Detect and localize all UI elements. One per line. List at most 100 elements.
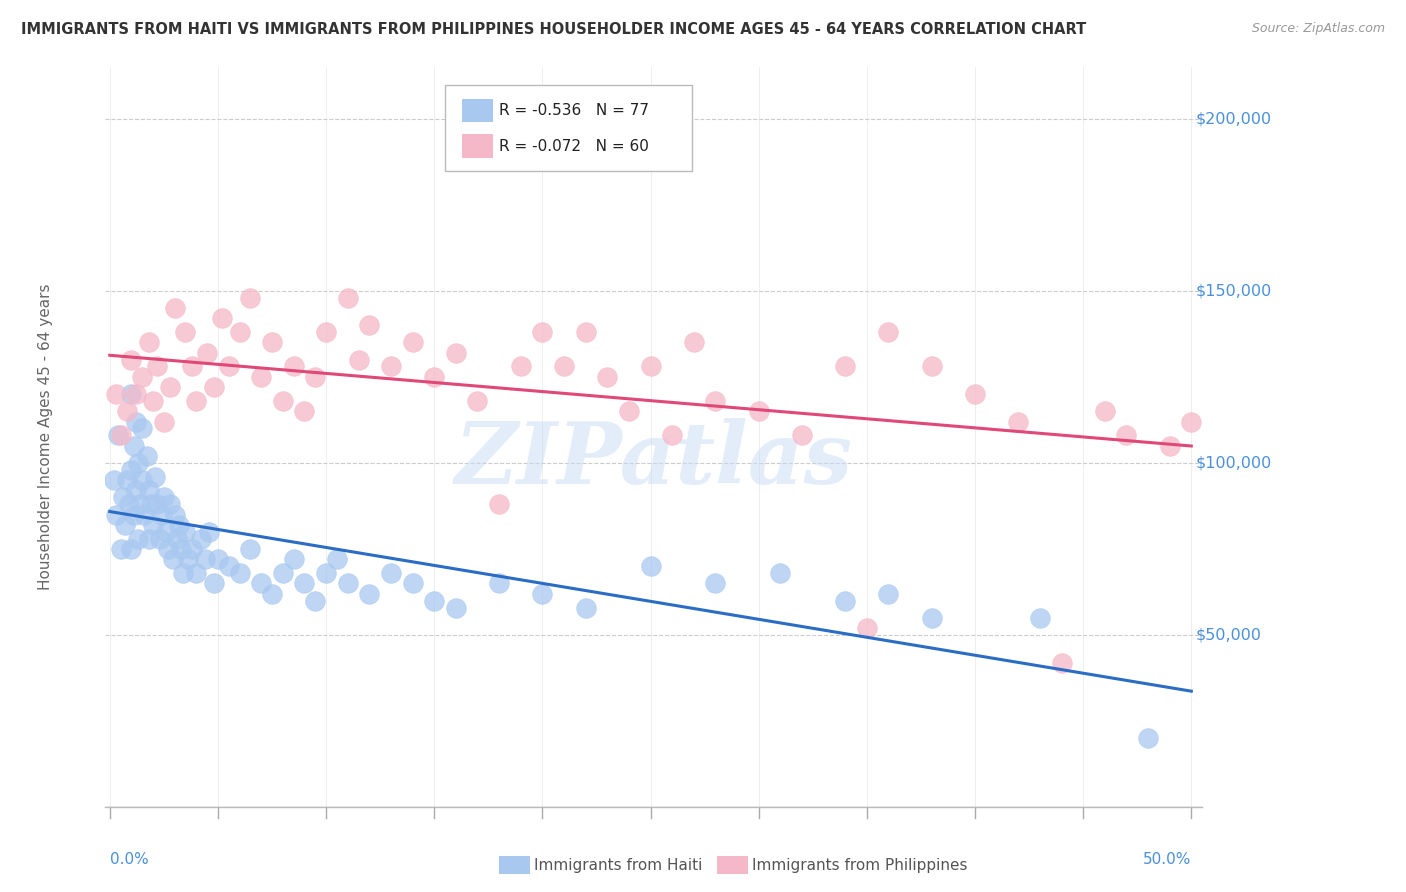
- Point: [283, 359, 305, 374]
- Point: [162, 552, 184, 566]
- Point: [250, 576, 273, 591]
- Point: [444, 345, 467, 359]
- Point: [640, 359, 662, 374]
- Point: [131, 473, 153, 487]
- Point: [294, 576, 316, 591]
- Point: [138, 532, 160, 546]
- Text: R = -0.072   N = 60: R = -0.072 N = 60: [499, 138, 650, 153]
- Point: [148, 532, 170, 546]
- Point: [167, 517, 190, 532]
- Point: [146, 497, 169, 511]
- Point: [118, 497, 141, 511]
- Point: [336, 291, 359, 305]
- Point: [271, 566, 294, 580]
- Point: [146, 359, 169, 374]
- Text: R = -0.536   N = 77: R = -0.536 N = 77: [499, 103, 650, 118]
- Point: [877, 325, 900, 339]
- Point: [359, 318, 381, 333]
- Text: $200,000: $200,000: [1195, 111, 1272, 126]
- Point: [138, 335, 160, 350]
- Point: [174, 325, 197, 339]
- Point: [748, 404, 770, 418]
- Point: [114, 517, 136, 532]
- Point: [127, 456, 149, 470]
- Point: [186, 393, 208, 408]
- Point: [129, 497, 152, 511]
- Point: [271, 393, 294, 408]
- Point: [166, 532, 188, 546]
- Point: [1137, 731, 1160, 746]
- Point: [127, 532, 149, 546]
- Point: [218, 559, 240, 574]
- Text: 0.0%: 0.0%: [110, 852, 149, 867]
- Point: [423, 369, 446, 384]
- Point: [170, 541, 193, 556]
- Point: [195, 345, 218, 359]
- Point: [163, 301, 186, 315]
- Point: [921, 611, 943, 625]
- Point: [211, 311, 233, 326]
- Point: [704, 576, 727, 591]
- Point: [553, 359, 575, 374]
- Point: [1159, 439, 1181, 453]
- Point: [174, 524, 197, 539]
- Point: [125, 387, 148, 401]
- Point: [596, 369, 619, 384]
- Point: [304, 593, 326, 607]
- Point: [163, 508, 186, 522]
- Point: [107, 428, 129, 442]
- Point: [159, 497, 181, 511]
- Point: [347, 352, 370, 367]
- Point: [198, 524, 221, 539]
- Point: [260, 587, 283, 601]
- Point: [143, 469, 166, 483]
- Point: [1180, 415, 1202, 429]
- Text: $50,000: $50,000: [1195, 628, 1261, 642]
- Point: [186, 566, 208, 580]
- Point: [704, 393, 727, 408]
- Point: [153, 415, 176, 429]
- Point: [207, 552, 229, 566]
- Bar: [461, 135, 492, 158]
- Point: [963, 387, 986, 401]
- Point: [239, 291, 262, 305]
- Point: [110, 428, 132, 442]
- Point: [139, 497, 162, 511]
- Point: [153, 491, 176, 505]
- Point: [110, 541, 132, 556]
- Point: [401, 576, 423, 591]
- Point: [509, 359, 531, 374]
- Point: [122, 439, 145, 453]
- Point: [283, 552, 305, 566]
- Point: [181, 359, 204, 374]
- Point: [467, 393, 489, 408]
- Point: [790, 428, 813, 442]
- Text: Immigrants from Philippines: Immigrants from Philippines: [752, 858, 967, 872]
- Point: [239, 541, 262, 556]
- Point: [1094, 404, 1116, 418]
- Point: [202, 576, 225, 591]
- Point: [111, 491, 134, 505]
- FancyBboxPatch shape: [446, 86, 692, 170]
- Point: [769, 566, 792, 580]
- Point: [194, 552, 217, 566]
- Point: [380, 566, 402, 580]
- Text: $150,000: $150,000: [1195, 284, 1272, 298]
- Point: [134, 508, 156, 522]
- Point: [115, 473, 138, 487]
- Point: [120, 352, 142, 367]
- Text: Immigrants from Haiti: Immigrants from Haiti: [534, 858, 703, 872]
- Point: [181, 541, 204, 556]
- Point: [150, 508, 173, 522]
- Point: [172, 566, 194, 580]
- Point: [105, 387, 128, 401]
- Bar: [461, 99, 492, 122]
- Point: [575, 600, 598, 615]
- Point: [380, 359, 402, 374]
- Point: [250, 369, 273, 384]
- Point: [444, 600, 467, 615]
- Point: [142, 393, 165, 408]
- Point: [120, 387, 142, 401]
- Point: [260, 335, 283, 350]
- Point: [125, 415, 148, 429]
